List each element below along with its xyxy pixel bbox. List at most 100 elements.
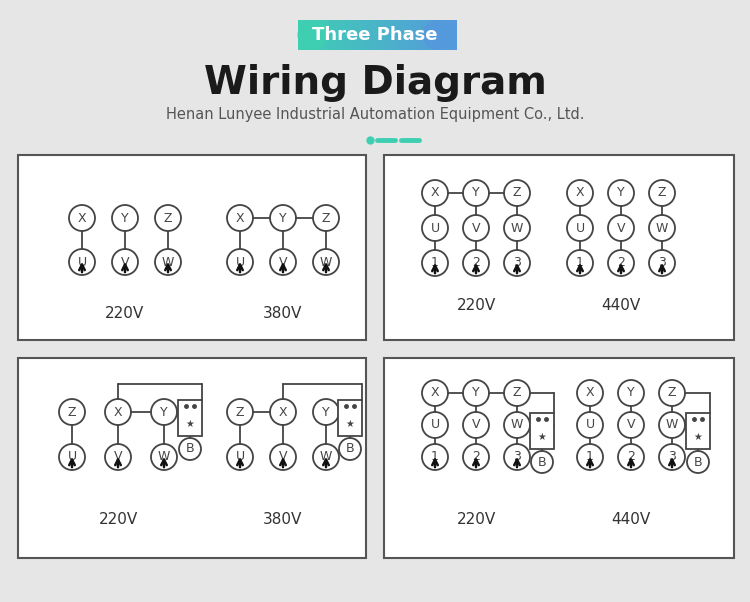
Text: X: X — [586, 386, 594, 400]
Text: U: U — [236, 450, 244, 464]
Text: B: B — [538, 456, 546, 468]
Text: $★$: $★$ — [185, 418, 195, 429]
Bar — [445, 20, 449, 50]
Text: U: U — [77, 255, 86, 268]
Bar — [345, 20, 350, 50]
Text: W: W — [320, 450, 332, 464]
Text: U: U — [430, 418, 439, 432]
Text: Y: Y — [322, 406, 330, 418]
Text: W: W — [666, 418, 678, 432]
Text: W: W — [158, 450, 170, 464]
Text: V: V — [279, 255, 287, 268]
Text: X: X — [114, 406, 122, 418]
Bar — [317, 20, 322, 50]
Bar — [353, 20, 358, 50]
Bar — [393, 20, 398, 50]
Text: Three Phase: Three Phase — [312, 26, 438, 44]
Text: Y: Y — [279, 211, 286, 225]
Text: B: B — [186, 442, 194, 456]
Circle shape — [298, 20, 328, 50]
Text: X: X — [236, 211, 244, 225]
Bar — [530, 413, 554, 449]
Text: Z: Z — [68, 406, 76, 418]
Bar — [400, 20, 406, 50]
Text: U: U — [68, 450, 76, 464]
Text: Z: Z — [658, 187, 666, 199]
Text: U: U — [430, 222, 439, 235]
Text: V: V — [121, 255, 129, 268]
Text: V: V — [279, 450, 287, 464]
Text: 3: 3 — [658, 256, 666, 270]
Bar — [178, 400, 202, 436]
Text: U: U — [575, 222, 584, 235]
Bar — [314, 20, 318, 50]
Bar — [452, 20, 458, 50]
Bar — [18, 155, 366, 340]
Text: Y: Y — [627, 386, 634, 400]
Bar — [381, 20, 386, 50]
Bar — [389, 20, 394, 50]
Text: 2: 2 — [472, 256, 480, 270]
Text: Z: Z — [164, 211, 172, 225]
Text: $★$: $★$ — [693, 431, 703, 442]
Text: B: B — [694, 456, 702, 468]
Bar — [321, 20, 326, 50]
Text: Y: Y — [160, 406, 168, 418]
Bar — [18, 358, 366, 558]
Text: 3: 3 — [513, 450, 521, 464]
Bar — [413, 20, 418, 50]
Text: Y: Y — [617, 187, 625, 199]
Text: V: V — [472, 418, 480, 432]
Text: W: W — [511, 418, 524, 432]
Text: V: V — [472, 222, 480, 235]
Text: 440V: 440V — [602, 297, 640, 312]
Text: 1: 1 — [431, 450, 439, 464]
Text: W: W — [320, 255, 332, 268]
Text: $★$: $★$ — [537, 431, 547, 442]
Bar — [361, 20, 366, 50]
Bar — [310, 20, 314, 50]
Text: 1: 1 — [576, 256, 584, 270]
Text: $★$: $★$ — [345, 418, 355, 429]
Text: X: X — [430, 386, 439, 400]
Text: 380V: 380V — [263, 512, 303, 527]
Bar — [369, 20, 374, 50]
Bar — [338, 400, 362, 436]
Bar — [329, 20, 334, 50]
Text: 2: 2 — [617, 256, 625, 270]
Text: Z: Z — [236, 406, 244, 418]
Text: 1: 1 — [586, 450, 594, 464]
Text: V: V — [114, 450, 122, 464]
Text: Y: Y — [472, 386, 480, 400]
Text: X: X — [279, 406, 287, 418]
Bar — [302, 20, 306, 50]
Text: X: X — [430, 187, 439, 199]
Bar — [417, 20, 422, 50]
Bar — [429, 20, 433, 50]
Text: Henan Lunyee Industrial Automation Equipment Co., Ltd.: Henan Lunyee Industrial Automation Equip… — [166, 108, 584, 122]
Bar — [350, 20, 354, 50]
Text: U: U — [586, 418, 595, 432]
Bar — [397, 20, 402, 50]
Text: X: X — [78, 211, 86, 225]
Text: 220V: 220V — [105, 305, 145, 320]
Text: U: U — [236, 255, 244, 268]
Text: 440V: 440V — [611, 512, 650, 527]
Text: 2: 2 — [627, 450, 635, 464]
Bar — [436, 20, 442, 50]
Text: 3: 3 — [668, 450, 676, 464]
Bar — [373, 20, 378, 50]
Bar — [385, 20, 390, 50]
Text: 1: 1 — [431, 256, 439, 270]
Bar — [409, 20, 414, 50]
Text: 2: 2 — [472, 450, 480, 464]
Text: Y: Y — [122, 211, 129, 225]
Bar — [421, 20, 425, 50]
Text: 220V: 220V — [456, 512, 496, 527]
Text: V: V — [616, 222, 626, 235]
Bar — [305, 20, 310, 50]
Bar — [384, 155, 734, 340]
Bar — [686, 413, 710, 449]
Text: B: B — [346, 442, 354, 456]
Bar — [377, 20, 382, 50]
